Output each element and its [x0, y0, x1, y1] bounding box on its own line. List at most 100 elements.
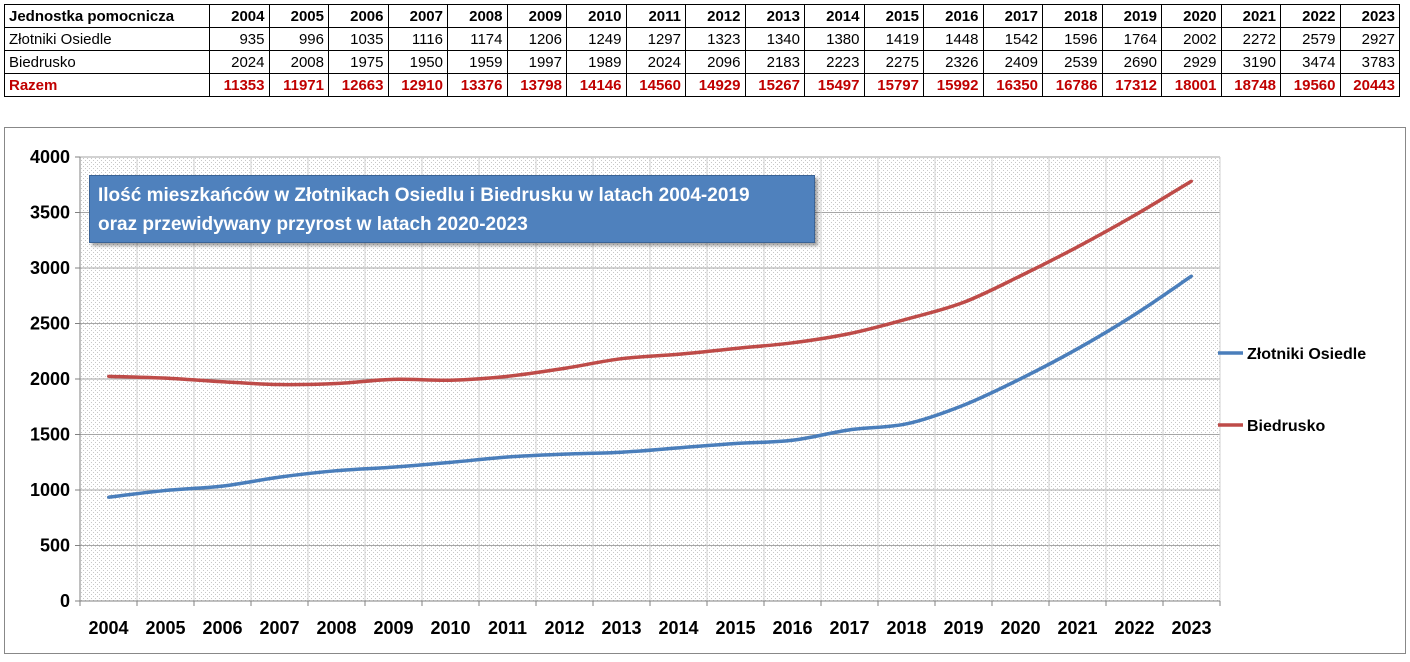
data-point: [563, 366, 566, 370]
x-tick-label: 2012: [544, 618, 584, 638]
table-cell: 2539: [1042, 50, 1103, 74]
row-label: Jednostka pomocnicza: [4, 4, 210, 28]
y-tick-label: 2500: [30, 314, 70, 334]
y-tick-label: 500: [40, 536, 70, 556]
data-point: [107, 495, 110, 499]
table-cell: 2010: [566, 4, 627, 28]
x-tick-label: 2022: [1114, 618, 1154, 638]
data-point: [563, 452, 566, 456]
table-cell: 1380: [804, 27, 865, 51]
data-point: [848, 428, 851, 432]
data-point: [1133, 213, 1136, 217]
table-cell: 13376: [447, 73, 508, 97]
data-point: [449, 460, 452, 464]
table-cell: 2016: [923, 4, 984, 28]
table-cell: 2024: [209, 50, 270, 74]
table-cell: 11353: [209, 73, 270, 97]
data-point: [506, 455, 509, 459]
y-tick-label: 1000: [30, 480, 70, 500]
table-cell: 15497: [804, 73, 865, 97]
table-cell: 2013: [744, 4, 805, 28]
table-cell: 16350: [982, 73, 1043, 97]
table-cell: 1989: [566, 50, 627, 74]
table-cell: 1950: [387, 50, 448, 74]
table-cell: 2015: [863, 4, 924, 28]
data-point: [848, 332, 851, 336]
table-cell: 14560: [625, 73, 686, 97]
table-cell: 1764: [1101, 27, 1162, 51]
data-point: [1076, 347, 1079, 351]
table-cell: 3474: [1280, 50, 1341, 74]
x-tick-label: 2017: [829, 618, 869, 638]
legend-label: Biedrusko: [1247, 418, 1325, 435]
data-point: [962, 403, 965, 407]
y-tick-label: 1500: [30, 425, 70, 445]
table-cell: 2927: [1339, 27, 1400, 51]
data-point: [335, 382, 338, 386]
table-cell: 12663: [328, 73, 389, 97]
data-point: [1190, 274, 1193, 278]
table-cell: 2008: [268, 50, 329, 74]
table-cell: 15797: [863, 73, 924, 97]
data-point: [734, 346, 737, 350]
y-tick-label: 0: [60, 591, 70, 611]
table-cell: 1997: [506, 50, 567, 74]
table-cell: 2096: [685, 50, 746, 74]
data-point: [791, 341, 794, 345]
table-cell: 935: [209, 27, 270, 51]
data-point: [962, 300, 965, 304]
table-cell: 2018: [1042, 4, 1103, 28]
table-cell: 14146: [566, 73, 627, 97]
data-point: [677, 352, 680, 356]
table-cell: 1206: [506, 27, 567, 51]
table-cell: 11971: [268, 73, 329, 97]
data-point: [620, 357, 623, 361]
table-total-row: Razem 11353 11971 12663 12910 13376 13798 14146…: [4, 73, 1400, 97]
x-tick-label: 2010: [430, 618, 470, 638]
data-point: [392, 465, 395, 469]
x-tick-label: 2013: [601, 618, 641, 638]
table-cell: 1419: [863, 27, 924, 51]
y-tick-label: 3500: [30, 203, 70, 223]
data-point: [278, 475, 281, 479]
table-cell: 1340: [744, 27, 805, 51]
table-row: Biedrusko 2024 2008 1975 1950 1959 1997 1989 202…: [4, 50, 1400, 74]
x-tick-label: 2006: [202, 618, 242, 638]
table-cell: 2012: [685, 4, 746, 28]
data-point: [905, 422, 908, 426]
x-tick-label: 2014: [658, 618, 698, 638]
table-cell: 1249: [566, 27, 627, 51]
table-cell: 2409: [982, 50, 1043, 74]
table-cell: 15992: [923, 73, 984, 97]
x-tick-label: 2004: [88, 618, 128, 638]
table-cell: 2021: [1220, 4, 1281, 28]
table-cell: 3783: [1339, 50, 1400, 74]
data-point: [164, 488, 167, 492]
table-cell: 2007: [387, 4, 448, 28]
chart-subtitle: oraz przewidywany przyrost w latach 2020…: [98, 214, 528, 235]
row-label: Złotniki Osiedle: [4, 27, 210, 51]
x-tick-label: 2019: [943, 618, 983, 638]
table-row: Złotniki Osiedle 935 996 1035 1116 1174 1206 12…: [4, 27, 1400, 51]
table-cell: 2024: [625, 50, 686, 74]
data-point: [620, 450, 623, 454]
table-cell: 2579: [1280, 27, 1341, 51]
table-cell: 1542: [982, 27, 1043, 51]
table-cell: 2014: [804, 4, 865, 28]
legend-label: Złotniki Osiedle: [1247, 346, 1366, 363]
chart-title: Ilość mieszkańców w Złotnikach Osiedlu i…: [98, 185, 750, 206]
table-cell: 1959: [447, 50, 508, 74]
table-cell: 2009: [506, 4, 567, 28]
data-point: [677, 446, 680, 450]
table-cell: 2005: [268, 4, 329, 28]
data-point: [221, 484, 224, 488]
row-label: Razem: [4, 73, 210, 97]
data-point: [221, 380, 224, 384]
table-cell: 1596: [1042, 27, 1103, 51]
data-point: [449, 378, 452, 382]
x-tick-label: 2005: [145, 618, 185, 638]
x-tick-label: 2009: [373, 618, 413, 638]
table-cell: 996: [268, 27, 329, 51]
data-point: [1076, 245, 1079, 249]
table-header-row: Jednostka pomocnicza 2004 2005 2006 2007 2008…: [4, 4, 1400, 28]
